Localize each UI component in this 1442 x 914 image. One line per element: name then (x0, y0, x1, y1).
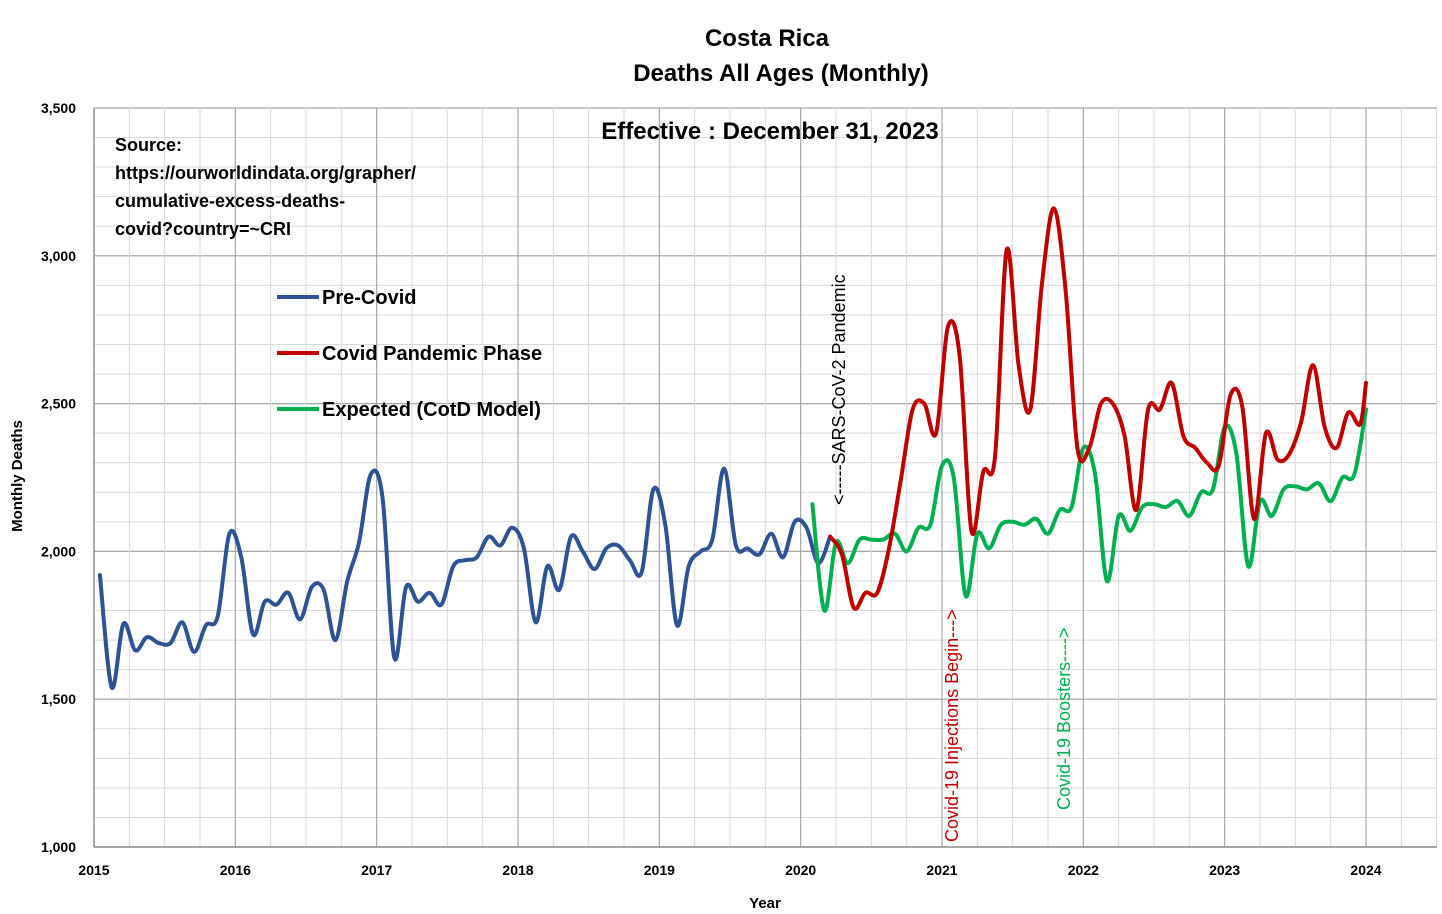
axes: 1,000 1,500 2,000 2,500 3,000 3,500 2015 2016 20… (41, 100, 1437, 878)
y-tick-label: 1,500 (41, 691, 76, 707)
annotation-pandemic: <-----SARS-CoV-2 Pandemic (829, 274, 849, 505)
y-tick-label: 3,500 (41, 100, 76, 116)
y-tick-label: 2,000 (41, 543, 76, 559)
x-tick-label: 2016 (220, 862, 251, 878)
x-tick-label: 2022 (1068, 862, 1099, 878)
legend: Pre-Covid Covid Pandemic Phase Expected … (277, 287, 542, 421)
x-tick-label: 2023 (1209, 862, 1240, 878)
source-line-4: covid?country=~CRI (115, 219, 291, 239)
legend-label-covid-pandemic-phase: Covid Pandemic Phase (322, 343, 542, 365)
x-tick-label: 2020 (785, 862, 816, 878)
source-line-3: cumulative-excess-deaths- (115, 191, 345, 211)
y-tick-label: 2,500 (41, 396, 76, 412)
source-line-2: https://ourworldindata.org/grapher/ (115, 163, 416, 183)
x-tick-label: 2015 (78, 862, 109, 878)
series-line-expected-cotd-model (810, 407, 1368, 613)
source-line-1: Source: (115, 135, 182, 155)
annotation-injections: Covid-19 Injections Begin---> (942, 609, 962, 842)
x-tick-label: 2019 (644, 862, 675, 878)
x-tick-label: 2021 (926, 862, 957, 878)
y-tick-label: 3,000 (41, 248, 76, 264)
y-tick-label: 1,000 (41, 839, 76, 855)
series-line-covid-pandemic-phase (828, 206, 1368, 611)
grid (93, 107, 1438, 848)
x-tick-label: 2018 (502, 862, 533, 878)
chart-subtitle: Deaths All Ages (Monthly) (633, 60, 929, 87)
y-axis-label: Monthly Deaths (9, 420, 26, 532)
x-tick-label: 2024 (1350, 862, 1381, 878)
x-axis-label: Year (749, 895, 781, 912)
annotation-boosters: Covid-19 Boosters----> (1054, 627, 1074, 810)
series-layer (97, 206, 1368, 690)
x-tick-label: 2017 (361, 862, 392, 878)
legend-label-pre-covid: Pre-Covid (322, 287, 416, 309)
series-line-pre-covid (97, 466, 833, 690)
legend-label-expected: Expected (CotD Model) (322, 399, 541, 421)
chart-title: Costa Rica (705, 25, 830, 52)
effective-note: Effective : December 31, 2023 (601, 118, 939, 145)
